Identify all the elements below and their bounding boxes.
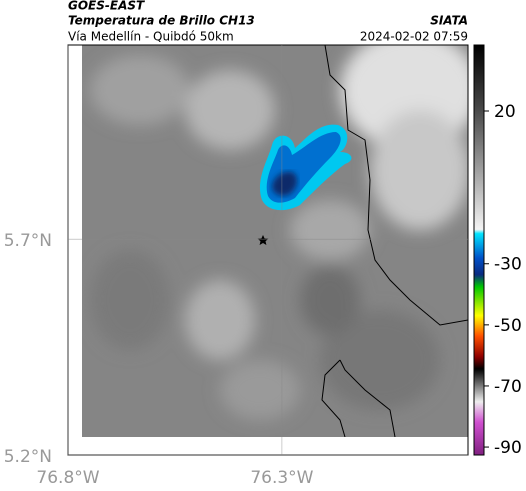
cloud [259,124,352,211]
colorbar-label: -50 [494,316,522,336]
lon-label: 76.3°W [250,468,313,488]
lon-label: 76.8°W [36,468,99,488]
lat-label: 5.2°N [4,447,52,467]
lat-label: 5.7°N [4,231,52,251]
colorbar-label: -70 [494,377,522,397]
brand: SIATA [430,14,468,28]
subtitle: Vía Medellín - Quibdó 50km [68,30,234,44]
location-marker [257,235,269,245]
colorbar-label: 20 [494,102,516,122]
colorbar [473,44,485,456]
colorbar-label: -30 [494,255,522,275]
source: GOES-EAST [68,0,145,13]
timestamp: 2024-02-02 07:59 [360,30,468,44]
title: Temperatura de Brillo CH13 [68,14,255,28]
colorbar-label: -90 [494,438,522,458]
imagery [82,45,468,437]
